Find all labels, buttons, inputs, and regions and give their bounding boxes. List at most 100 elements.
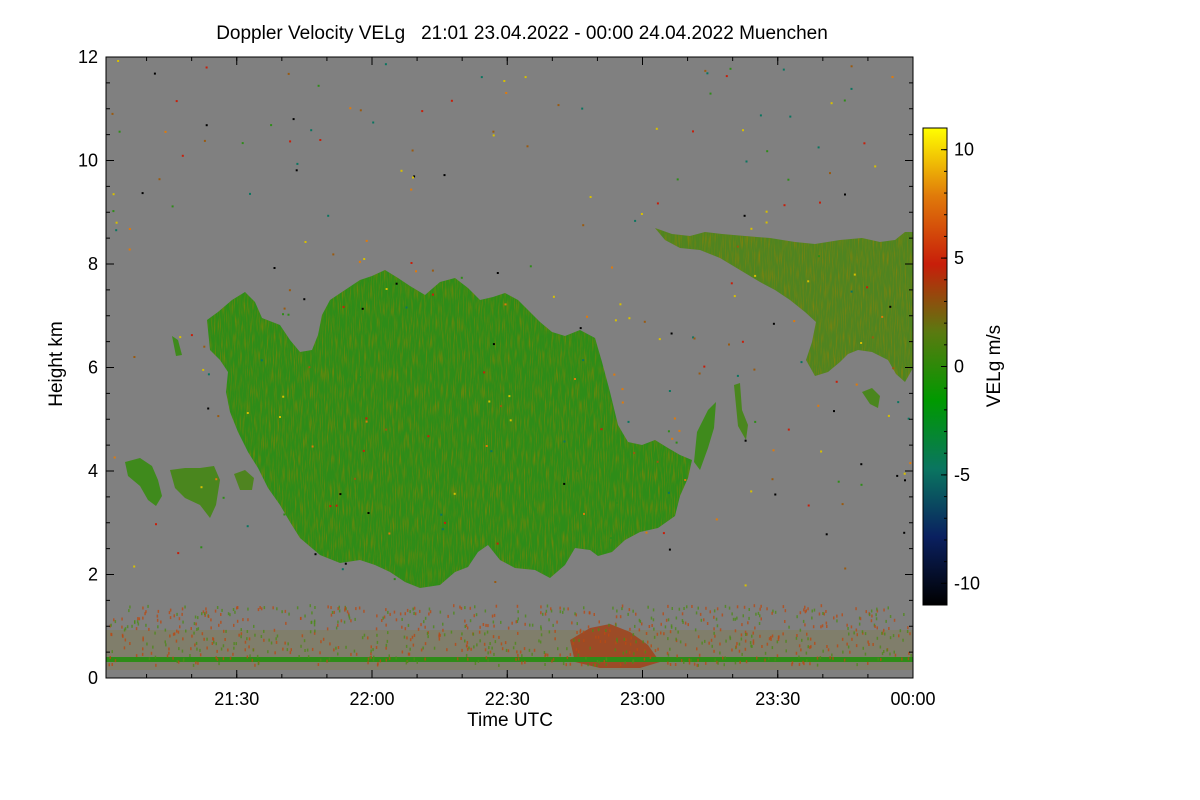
noise-speckle	[361, 307, 364, 310]
low-level-speckle	[648, 625, 651, 628]
low-level-speckle	[796, 634, 798, 637]
low-level-speckle	[327, 605, 329, 609]
low-level-speckle	[232, 652, 234, 656]
noise-speckle	[222, 496, 225, 499]
low-level-speckle	[638, 628, 641, 632]
low-level-speckle	[724, 604, 727, 608]
low-level-speckle	[413, 633, 416, 637]
low-level-speckle	[910, 653, 912, 657]
low-level-speckle	[713, 649, 715, 653]
low-level-speckle	[489, 650, 492, 654]
low-level-speckle	[811, 609, 813, 613]
low-level-speckle	[634, 624, 636, 628]
noise-speckle	[736, 374, 739, 377]
low-level-speckle	[501, 647, 504, 651]
low-level-speckle	[517, 617, 519, 621]
low-level-speckle	[121, 617, 123, 621]
low-level-speckle	[633, 652, 635, 656]
low-level-speckle	[826, 625, 828, 628]
low-level-speckle	[678, 607, 681, 611]
noise-speckle	[754, 420, 757, 423]
noise-speckle	[303, 298, 306, 301]
noise-speckle	[483, 371, 486, 374]
low-level-speckle	[653, 627, 655, 631]
low-level-speckle	[113, 618, 115, 622]
low-level-speckle	[607, 633, 610, 637]
low-level-speckle	[593, 613, 595, 616]
noise-speckle	[750, 227, 753, 230]
noise-speckle	[557, 104, 560, 107]
low-level-speckle	[575, 648, 578, 652]
low-level-speckle	[168, 651, 170, 655]
low-level-speckle	[639, 620, 642, 624]
noise-speckle	[427, 435, 430, 438]
low-level-speckle	[240, 632, 243, 636]
low-level-speckle	[819, 656, 822, 659]
low-level-speckle	[771, 611, 773, 615]
low-level-speckle	[565, 663, 567, 667]
low-level-speckle	[597, 628, 600, 632]
low-level-speckle	[195, 622, 197, 626]
noise-speckle	[807, 504, 810, 507]
low-level-speckle	[446, 648, 448, 652]
low-level-speckle	[190, 627, 192, 630]
low-level-speckle	[419, 609, 421, 613]
low-level-speckle	[461, 648, 463, 652]
low-level-speckle	[148, 627, 150, 631]
low-level-speckle	[847, 627, 849, 630]
noise-speckle	[656, 202, 659, 205]
low-level-speckle	[795, 651, 798, 655]
low-level-speckle	[335, 626, 338, 630]
low-level-speckle	[577, 650, 580, 654]
low-level-speckle	[700, 618, 703, 622]
noise-speckle	[153, 72, 156, 75]
low-level-speckle	[829, 656, 831, 660]
low-level-speckle	[632, 633, 635, 637]
low-level-speckle	[636, 648, 638, 652]
x-tick-label: 23:30	[755, 689, 800, 709]
noise-speckle	[260, 359, 263, 362]
low-level-speckle	[473, 645, 475, 649]
low-level-speckle	[284, 641, 286, 645]
noise-speckle	[676, 178, 679, 181]
low-level-speckle	[876, 626, 878, 630]
low-level-speckle	[744, 647, 747, 651]
y-axis: 0 2 4 6 8 10 12	[78, 47, 913, 688]
low-level-speckle	[184, 605, 186, 609]
low-level-speckle	[803, 608, 805, 612]
low-level-speckle	[750, 644, 752, 648]
low-level-speckle	[622, 651, 625, 655]
low-level-speckle	[401, 625, 403, 629]
low-level-speckle	[355, 607, 357, 611]
low-level-speckle	[629, 642, 632, 646]
low-level-speckle	[667, 661, 669, 665]
noise-speckle	[874, 165, 877, 168]
low-level-speckle	[222, 644, 225, 648]
low-level-speckle	[181, 649, 184, 653]
low-level-speckle	[383, 615, 386, 619]
low-level-speckle	[210, 626, 212, 630]
noise-speckle	[698, 372, 701, 375]
low-level-speckle	[194, 643, 196, 647]
low-level-speckle	[575, 613, 577, 617]
low-level-speckle	[492, 620, 495, 624]
low-level-speckle	[428, 612, 430, 616]
low-level-speckle	[605, 657, 608, 661]
low-level-speckle	[197, 616, 199, 620]
low-level-speckle	[751, 634, 753, 638]
low-level-speckle	[741, 652, 743, 656]
low-level-speckle	[286, 648, 289, 652]
low-level-speckle	[338, 605, 340, 609]
low-level-speckle	[114, 620, 117, 624]
low-level-speckle	[647, 605, 649, 609]
noise-speckle	[200, 486, 203, 489]
noise-speckle	[450, 99, 453, 102]
low-level-speckle	[782, 632, 784, 636]
low-level-speckle	[381, 619, 383, 622]
noise-speckle	[115, 229, 118, 232]
noise-speckle	[359, 376, 362, 378]
low-level-speckle	[375, 627, 378, 631]
noise-speckle	[860, 342, 863, 344]
low-level-speckle	[182, 620, 184, 624]
noise-speckle	[692, 336, 695, 339]
